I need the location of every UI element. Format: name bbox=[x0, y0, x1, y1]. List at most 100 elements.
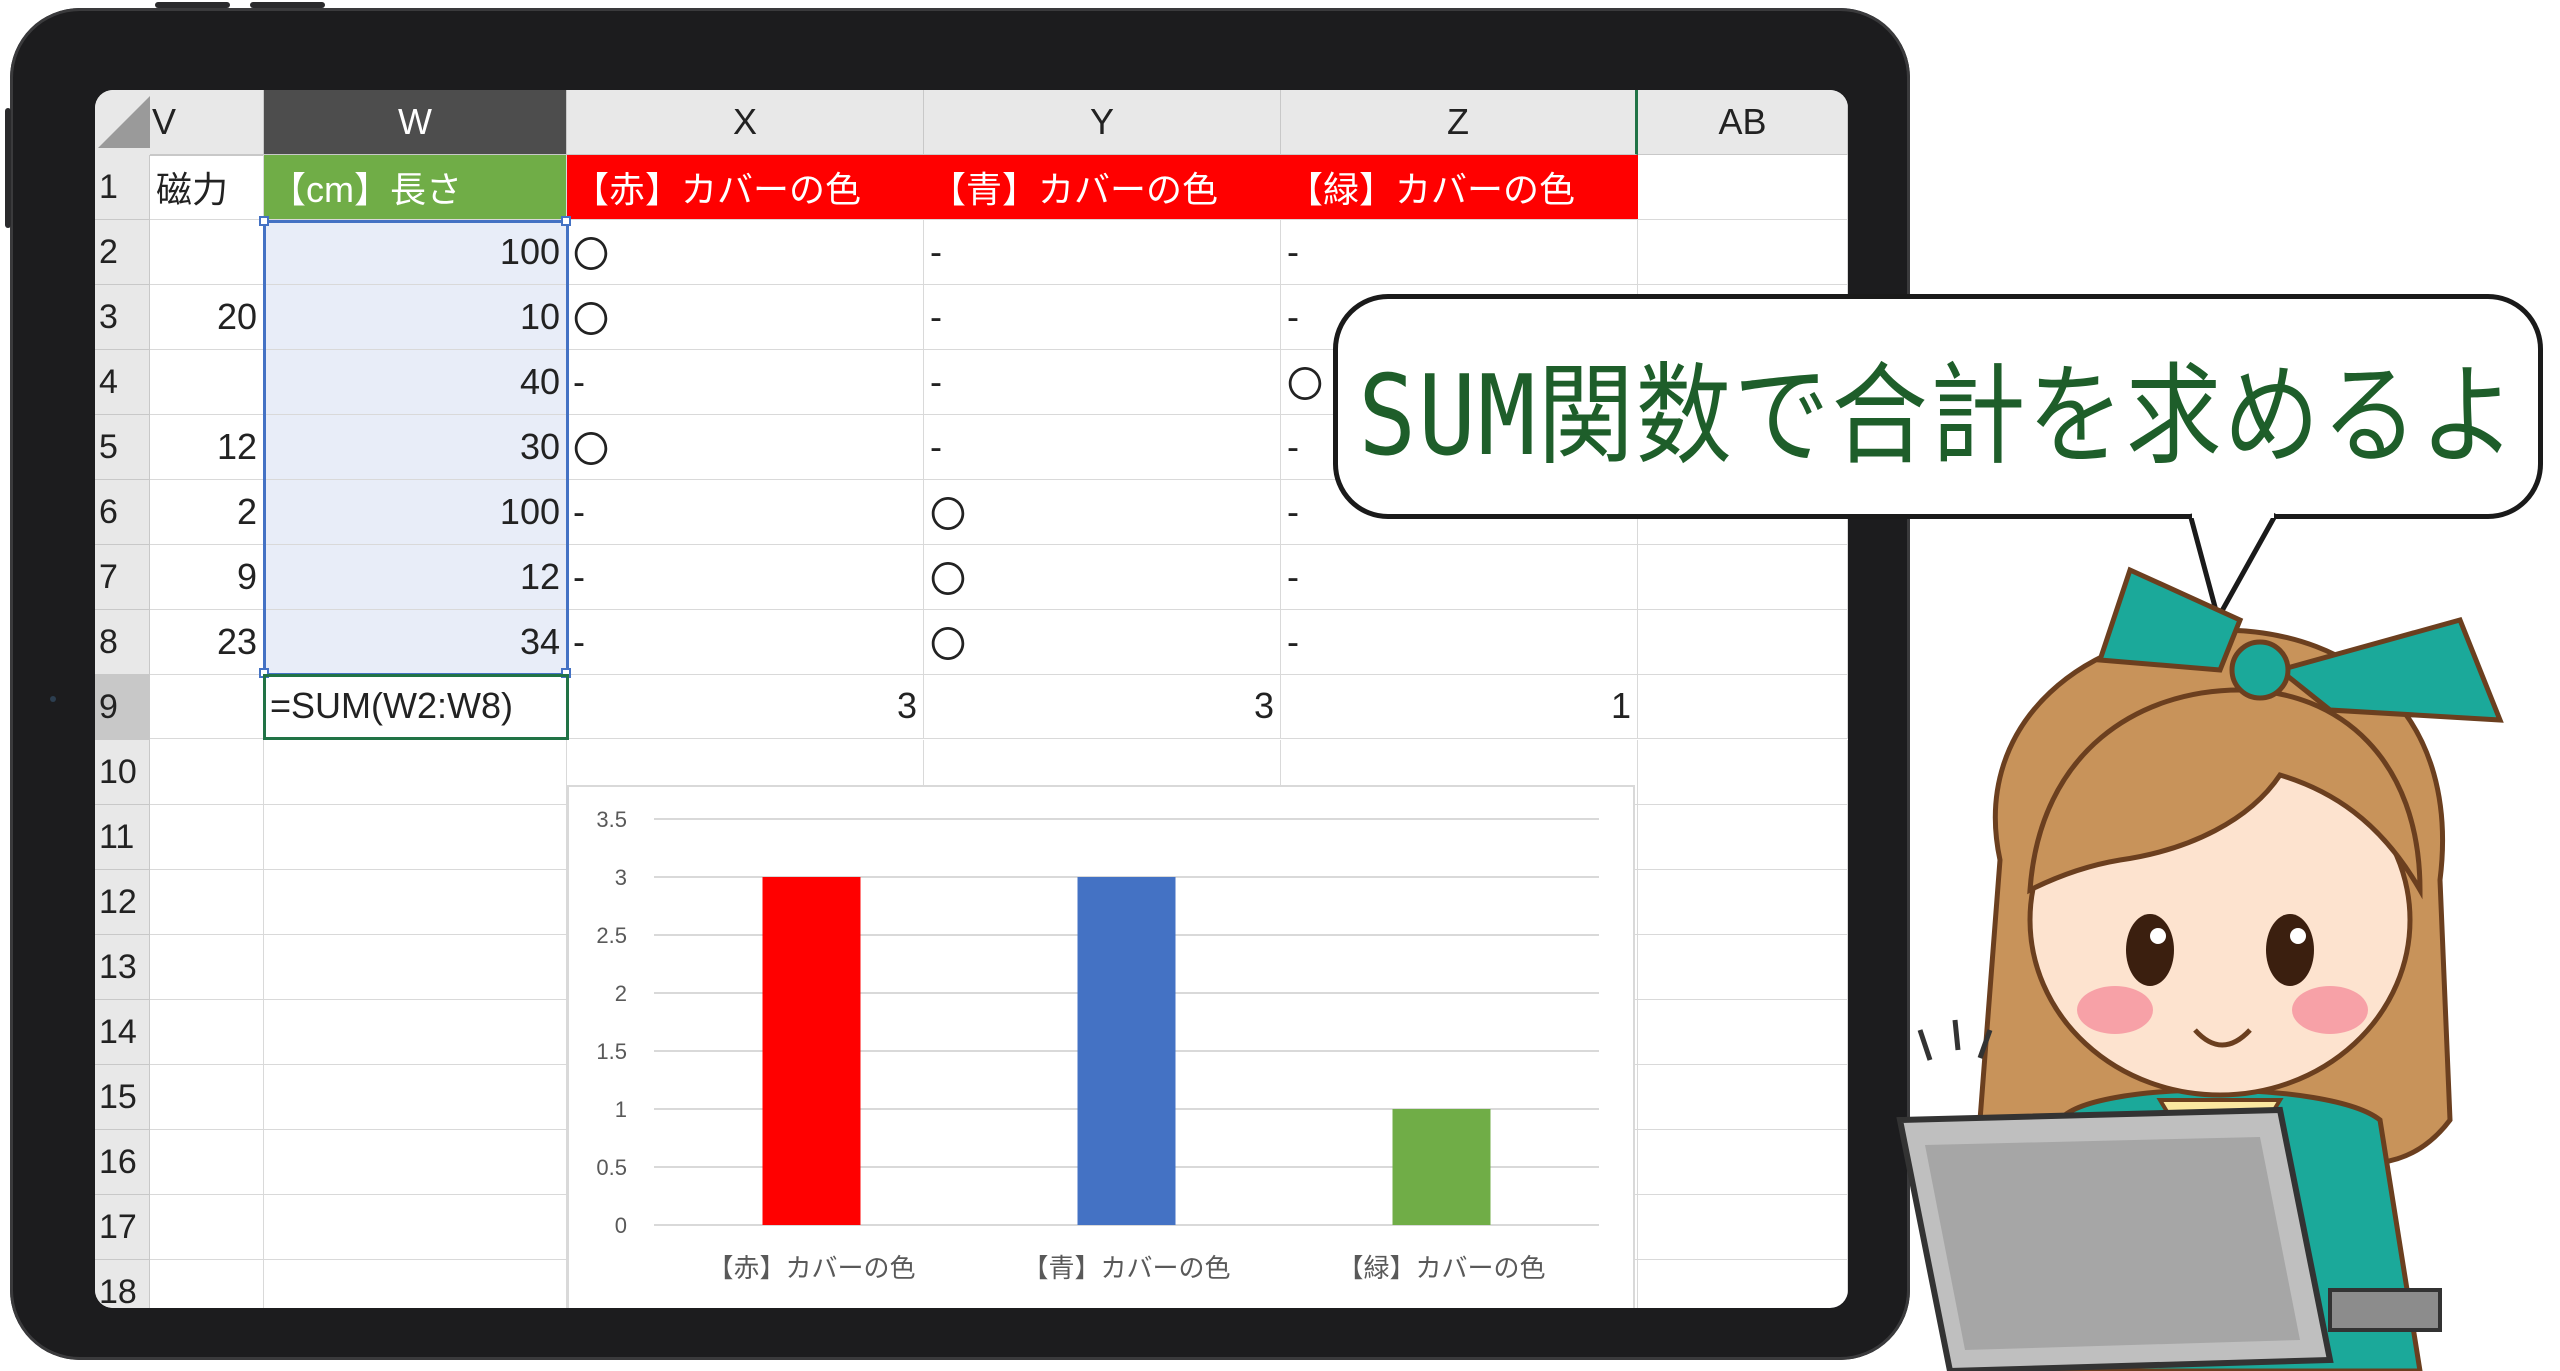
row-header-6[interactable]: 6 bbox=[95, 480, 150, 545]
row-header-3[interactable]: 3 bbox=[95, 285, 150, 350]
cell-ab17[interactable] bbox=[1638, 1195, 1848, 1260]
bar-2[interactable] bbox=[1077, 877, 1176, 1225]
cell-x2[interactable]: 〇 bbox=[567, 220, 924, 285]
cell-v3[interactable]: 20 bbox=[150, 285, 264, 350]
cell-ab15[interactable] bbox=[1638, 1065, 1848, 1130]
row-header-10[interactable]: 10 bbox=[95, 740, 150, 805]
cell-w2[interactable]: 100 bbox=[264, 220, 567, 285]
cell-w15[interactable] bbox=[264, 1065, 567, 1130]
row-header-11[interactable]: 11 bbox=[95, 805, 150, 870]
row-header-4[interactable]: 4 bbox=[95, 350, 150, 415]
row-header-17[interactable]: 17 bbox=[95, 1195, 150, 1260]
cell-ab11[interactable] bbox=[1638, 805, 1848, 870]
column-header-y[interactable]: Y bbox=[924, 90, 1281, 155]
cell-ab10[interactable] bbox=[1638, 740, 1848, 805]
cell-v7[interactable]: 9 bbox=[150, 545, 264, 610]
cell-v6[interactable]: 2 bbox=[150, 480, 264, 545]
cell-v18[interactable] bbox=[150, 1260, 264, 1308]
cell-v4[interactable] bbox=[150, 350, 264, 415]
cell-ab14[interactable] bbox=[1638, 1000, 1848, 1065]
cell-x4[interactable]: - bbox=[567, 350, 924, 415]
cell-v11[interactable] bbox=[150, 805, 264, 870]
cell-y6[interactable]: 〇 bbox=[924, 480, 1281, 545]
row-header-7[interactable]: 7 bbox=[95, 545, 150, 610]
cell-z2[interactable]: - bbox=[1281, 220, 1638, 285]
cell-w10[interactable] bbox=[264, 740, 567, 805]
column-header-w[interactable]: W bbox=[264, 90, 567, 155]
cell-v13[interactable] bbox=[150, 935, 264, 1000]
cell-z7[interactable]: - bbox=[1281, 545, 1638, 610]
row-header-9[interactable]: 9 bbox=[95, 675, 150, 740]
cell-y2[interactable]: - bbox=[924, 220, 1281, 285]
cell-v12[interactable] bbox=[150, 870, 264, 935]
cell-w18[interactable] bbox=[264, 1260, 567, 1308]
cell-ab13[interactable] bbox=[1638, 935, 1848, 1000]
row-header-15[interactable]: 15 bbox=[95, 1065, 150, 1130]
cell-w8[interactable]: 34 bbox=[264, 610, 567, 675]
cell-v14[interactable] bbox=[150, 1000, 264, 1065]
column-header-z[interactable]: Z bbox=[1281, 90, 1638, 155]
cell-w1[interactable]: 【cm】長さ bbox=[264, 155, 567, 220]
row-header-16[interactable]: 16 bbox=[95, 1130, 150, 1195]
cell-ab9[interactable] bbox=[1638, 674, 1848, 739]
column-header-ab[interactable]: AB bbox=[1638, 90, 1848, 155]
cell-y3[interactable]: - bbox=[924, 285, 1281, 350]
cell-y9[interactable]: 3 bbox=[924, 674, 1281, 739]
cell-ab2[interactable] bbox=[1638, 220, 1848, 285]
cell-v1[interactable]: 磁力 bbox=[150, 155, 264, 220]
cell-x9[interactable]: 3 bbox=[567, 674, 924, 739]
row-header-18[interactable]: 18 bbox=[95, 1260, 150, 1308]
cell-w13[interactable] bbox=[264, 935, 567, 1000]
cell-w17[interactable] bbox=[264, 1195, 567, 1260]
row-header-5[interactable]: 5 bbox=[95, 415, 150, 480]
cell-z9[interactable]: 1 bbox=[1281, 674, 1638, 739]
cell-w12[interactable] bbox=[264, 870, 567, 935]
cell-v10[interactable] bbox=[150, 740, 264, 805]
row-header-8[interactable]: 8 bbox=[95, 610, 150, 675]
column-header-v[interactable]: V bbox=[150, 90, 264, 155]
row-header-1[interactable]: 1 bbox=[95, 155, 150, 220]
cell-v8[interactable]: 23 bbox=[150, 610, 264, 675]
cell-v16[interactable] bbox=[150, 1130, 264, 1195]
cell-v15[interactable] bbox=[150, 1065, 264, 1130]
cell-x6[interactable]: - bbox=[567, 480, 924, 545]
cell-z8[interactable]: - bbox=[1281, 610, 1638, 675]
cell-v9[interactable] bbox=[150, 674, 264, 739]
selection-handle-top-left[interactable] bbox=[259, 216, 269, 226]
cell-ab7[interactable] bbox=[1638, 545, 1848, 610]
cell-w16[interactable] bbox=[264, 1130, 567, 1195]
cell-y7[interactable]: 〇 bbox=[924, 545, 1281, 610]
cell-ab1[interactable] bbox=[1638, 155, 1848, 220]
cell-z18[interactable] bbox=[1281, 1260, 1638, 1308]
cell-w14[interactable] bbox=[264, 1000, 567, 1065]
cell-v5[interactable]: 12 bbox=[150, 415, 264, 480]
cell-x8[interactable]: - bbox=[567, 610, 924, 675]
cell-x5[interactable]: 〇 bbox=[567, 415, 924, 480]
cell-y4[interactable]: - bbox=[924, 350, 1281, 415]
cell-w7[interactable]: 12 bbox=[264, 545, 567, 610]
cell-y8[interactable]: 〇 bbox=[924, 610, 1281, 675]
cell-x1[interactable]: 【赤】カバーの色 bbox=[567, 155, 924, 220]
cell-w4[interactable]: 40 bbox=[264, 350, 567, 415]
bar-chart[interactable]: 0 0.5 1 1.5 2 2.5 3 3.5 【赤】カバーの色 【青】カバーの色 【緑】カバーの色 bbox=[567, 785, 1635, 1308]
bar-3[interactable] bbox=[1392, 1109, 1491, 1225]
row-header-2[interactable]: 2 bbox=[95, 220, 150, 285]
cell-v2[interactable] bbox=[150, 220, 264, 285]
cell-v17[interactable] bbox=[150, 1195, 264, 1260]
cell-y5[interactable]: - bbox=[924, 415, 1281, 480]
row-header-12[interactable]: 12 bbox=[95, 870, 150, 935]
cell-w5[interactable]: 30 bbox=[264, 415, 567, 480]
cell-y1[interactable]: 【青】カバーの色 bbox=[924, 155, 1281, 220]
cell-w6[interactable]: 100 bbox=[264, 480, 567, 545]
cell-w11[interactable] bbox=[264, 805, 567, 870]
cell-ab12[interactable] bbox=[1638, 870, 1848, 935]
selection-handle-top-right[interactable] bbox=[561, 216, 571, 226]
cell-ab16[interactable] bbox=[1638, 1130, 1848, 1195]
cell-x7[interactable]: - bbox=[567, 545, 924, 610]
cell-ab8[interactable] bbox=[1638, 610, 1848, 675]
cell-w3[interactable]: 10 bbox=[264, 285, 567, 350]
row-header-14[interactable]: 14 bbox=[95, 1000, 150, 1065]
bar-1[interactable] bbox=[762, 877, 861, 1225]
cell-ab18[interactable] bbox=[1638, 1260, 1848, 1308]
row-header-13[interactable]: 13 bbox=[95, 935, 150, 1000]
